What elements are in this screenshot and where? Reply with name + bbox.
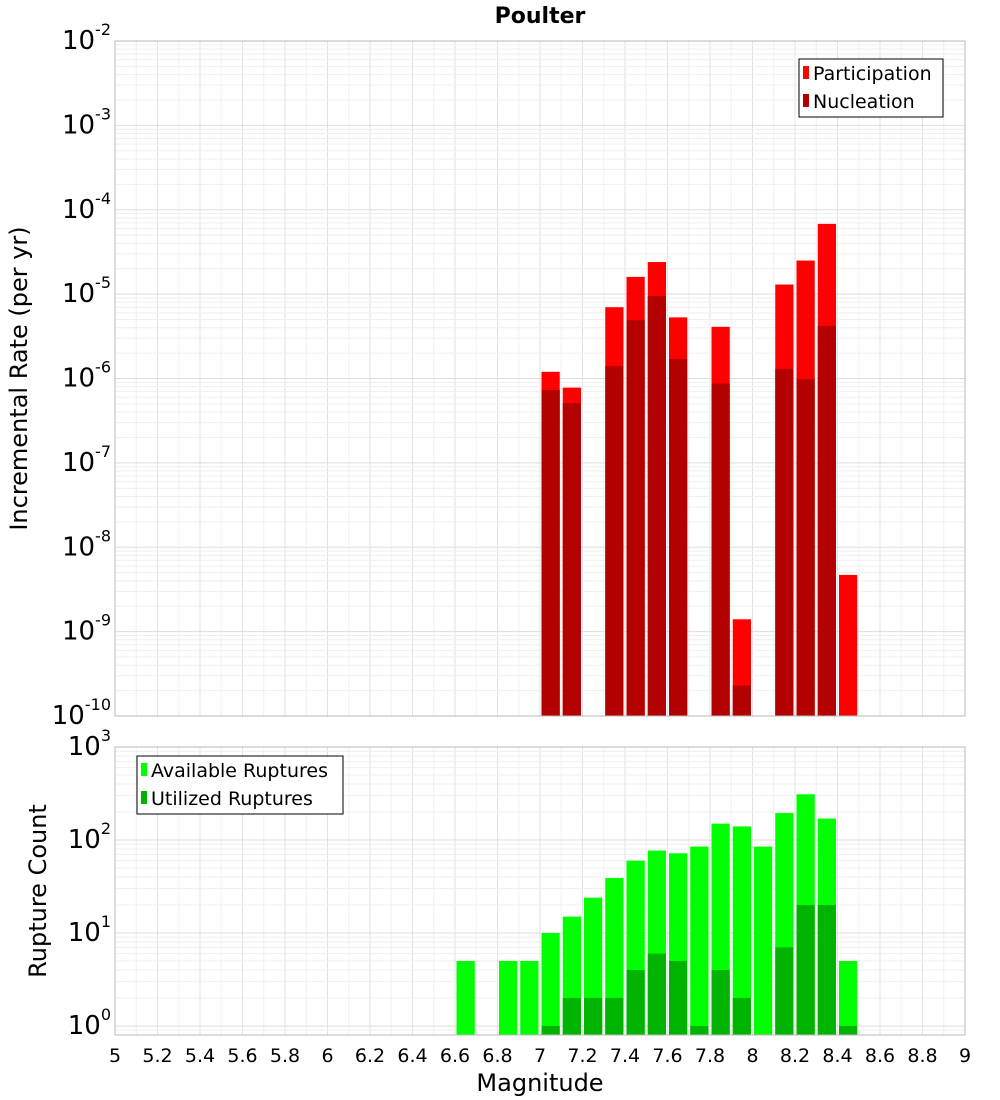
bar bbox=[669, 960, 688, 1035]
bar bbox=[605, 366, 624, 716]
bar bbox=[839, 960, 858, 1035]
x-tick-label: 7.6 bbox=[652, 1045, 682, 1067]
bar bbox=[711, 969, 730, 1035]
y-tick-label: 100 bbox=[68, 1005, 111, 1041]
y-tick-label: 10-4 bbox=[62, 189, 111, 225]
legend-swatch bbox=[803, 66, 809, 79]
bar bbox=[817, 904, 836, 1035]
bar bbox=[541, 932, 560, 1035]
plot-border bbox=[114, 40, 966, 717]
x-tick-label: 8.6 bbox=[865, 1045, 895, 1067]
x-tick-label: 6 bbox=[321, 1045, 333, 1067]
legend-entry: Utilized Ruptures bbox=[151, 788, 313, 810]
y-axis-label: Incremental Rate (per yr) bbox=[5, 226, 33, 530]
rate-panel: 10-10 10-9 10-8 10-7 10-6 10-5 10-4 10-3 10-2 Inc… bbox=[5, 4, 966, 731]
x-tick-label: 5.4 bbox=[185, 1045, 215, 1067]
bar bbox=[690, 846, 709, 1035]
bar bbox=[562, 403, 581, 716]
bar bbox=[839, 1025, 858, 1035]
bar bbox=[647, 296, 666, 716]
x-tick-label: 6.6 bbox=[440, 1045, 470, 1067]
y-axis-label: Rupture Count bbox=[24, 804, 52, 978]
plot-border bbox=[114, 746, 966, 1036]
bar bbox=[605, 878, 624, 1035]
x-tick-label: 8.2 bbox=[780, 1045, 810, 1067]
x-tick-label: 5.8 bbox=[270, 1045, 300, 1067]
series-secondary bbox=[541, 904, 858, 1035]
chart-title: Poulter bbox=[495, 4, 586, 29]
x-tick-label: 8 bbox=[746, 1045, 758, 1067]
bar bbox=[626, 320, 645, 716]
y-tick-label: 10-8 bbox=[62, 526, 111, 562]
bar bbox=[775, 368, 794, 716]
bar bbox=[541, 1025, 560, 1035]
y-tick-label: 10-10 bbox=[52, 695, 111, 731]
legend-box bbox=[798, 58, 944, 118]
x-tick-label: 5 bbox=[109, 1045, 121, 1067]
x-tick-label: 6.2 bbox=[355, 1045, 385, 1067]
x-tick-label: 7.8 bbox=[695, 1045, 725, 1067]
bar bbox=[839, 574, 858, 716]
bar bbox=[541, 390, 560, 716]
legend-swatch bbox=[141, 791, 147, 804]
y-tick-label: 10-7 bbox=[62, 442, 111, 478]
x-tick-label: 9 bbox=[959, 1045, 971, 1067]
bar bbox=[626, 969, 645, 1035]
legend-entry: Nucleation bbox=[813, 91, 915, 113]
bar bbox=[456, 960, 475, 1035]
y-tick-label: 102 bbox=[68, 819, 111, 855]
bar bbox=[817, 325, 836, 716]
bar bbox=[647, 953, 666, 1035]
y-tick-label: 10-9 bbox=[62, 611, 111, 647]
bar bbox=[775, 947, 794, 1035]
y-tick-label: 10-2 bbox=[62, 20, 111, 56]
bar bbox=[732, 997, 751, 1035]
x-tick-label: 7 bbox=[534, 1045, 546, 1067]
y-tick-label: 103 bbox=[68, 726, 111, 762]
y-tick-label: 10-6 bbox=[62, 358, 111, 394]
x-tick-label: 5.2 bbox=[142, 1045, 172, 1067]
legend-box bbox=[136, 755, 344, 815]
bar bbox=[732, 826, 751, 1035]
legend-swatch bbox=[803, 94, 809, 107]
x-tick-label: 8.4 bbox=[822, 1045, 852, 1067]
bar bbox=[499, 960, 518, 1035]
y-tick-label: 10-5 bbox=[62, 273, 111, 309]
grid bbox=[114, 40, 966, 717]
bar bbox=[732, 685, 751, 716]
x-tick-label: 8.8 bbox=[907, 1045, 937, 1067]
x-tick-label: 7.4 bbox=[610, 1045, 640, 1067]
x-tick-label: 6.4 bbox=[397, 1045, 427, 1067]
legend: Available Ruptures Utilized Ruptures bbox=[136, 755, 344, 815]
bar bbox=[605, 997, 624, 1035]
bar bbox=[796, 904, 815, 1035]
x-tick-label: 6.8 bbox=[482, 1045, 512, 1067]
legend-swatch bbox=[141, 763, 147, 776]
bar bbox=[754, 846, 773, 1035]
bar bbox=[796, 379, 815, 716]
x-tick-label: 7.2 bbox=[567, 1045, 597, 1067]
bar bbox=[711, 383, 730, 716]
legend-entry: Participation bbox=[813, 63, 932, 85]
bar bbox=[520, 960, 539, 1035]
x-tick-label: 5.6 bbox=[227, 1045, 257, 1067]
y-tick-label: 10-3 bbox=[62, 104, 111, 140]
bar bbox=[669, 359, 688, 716]
bar bbox=[690, 1025, 709, 1035]
series-secondary bbox=[541, 296, 836, 716]
legend-entry: Available Ruptures bbox=[151, 760, 328, 782]
legend: Participation Nucleation bbox=[798, 58, 944, 118]
x-axis-label: Magnitude bbox=[476, 1069, 603, 1097]
y-tick-label: 101 bbox=[68, 912, 111, 948]
bar bbox=[584, 997, 603, 1035]
bar bbox=[562, 997, 581, 1035]
